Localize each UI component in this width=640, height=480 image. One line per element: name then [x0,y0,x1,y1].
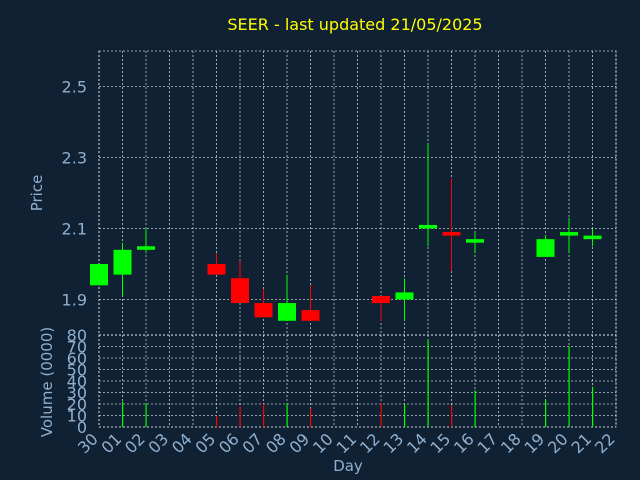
candle-body [442,232,461,236]
volume-y-tick-label: 50 [67,361,87,380]
candle-body [395,292,414,300]
candle [254,288,273,318]
candle [301,285,320,321]
price-y-tick-label: 2.1 [62,220,87,239]
candle-body [372,295,390,304]
candle-body [536,239,555,257]
candle-body [207,264,226,275]
volume-bar [592,386,594,427]
candle-body [113,249,132,275]
candle-body [560,232,578,236]
volume-y-tick-label: 30 [67,384,87,403]
volume-y-tick-label: 70 [67,338,87,357]
x-tick-label: 22 [591,429,619,457]
volume-bar [310,408,312,427]
x-axis-label: Day [333,457,363,475]
candle-body [90,264,108,286]
volume-bar [239,406,241,427]
candle-body [301,310,320,321]
candle [137,228,155,254]
volume-bar [380,402,382,427]
candle-body [466,239,484,243]
price-axis-label: Price [28,175,46,212]
volume-bar [451,405,453,427]
candle [466,232,484,254]
volume-bar [216,415,218,427]
volume-y-tick-label: 0 [77,418,87,437]
candle [419,143,437,247]
price-y-ticks: 1.9 2.1 2.3 2.5 [62,78,87,310]
volume-bar [404,404,406,427]
volume-bar [474,390,476,427]
candle [90,264,108,286]
volume-y-tick-label: 80 [67,326,87,345]
volume-axis-label: Volume (0000) [38,327,56,437]
price-y-tick-label: 2.5 [62,78,87,97]
candle-body [254,303,273,318]
candle-body [137,246,155,250]
volume-y-tick-label: 40 [67,372,87,391]
candle-body [278,303,296,321]
price-panel: 1.9 2.1 2.3 2.5 [62,50,617,336]
candle [231,260,249,304]
candle [278,274,296,321]
volume-bar [545,399,547,427]
candle-body [583,235,602,240]
candle [207,253,226,275]
candle [372,295,390,321]
volume-bar [427,339,429,427]
candle [536,235,555,257]
volume-y-tick-label: 60 [67,349,87,368]
candles [90,143,602,321]
candle [395,278,414,321]
price-y-tick-label: 1.9 [62,291,87,310]
candle [583,228,602,247]
x-axis-ticks: 3001020304050607080910111213141516171819… [74,429,619,457]
candle [442,178,461,272]
candle-body [231,278,249,304]
chart-title: SEER - last updated 21/05/2025 [227,15,482,34]
volume-bar [145,402,147,427]
volume-bar [122,401,124,427]
volume-bar [263,404,265,427]
candle-body [419,224,437,229]
volume-bar [568,346,570,427]
volume-y-tick-label: 20 [67,395,87,414]
volume-grid [98,334,617,428]
price-y-tick-label: 2.3 [62,149,87,168]
candle [560,217,578,254]
volume-bar [286,402,288,427]
volume-y-tick-label: 10 [67,407,87,426]
volume-bars [122,339,594,427]
candle [113,242,132,296]
